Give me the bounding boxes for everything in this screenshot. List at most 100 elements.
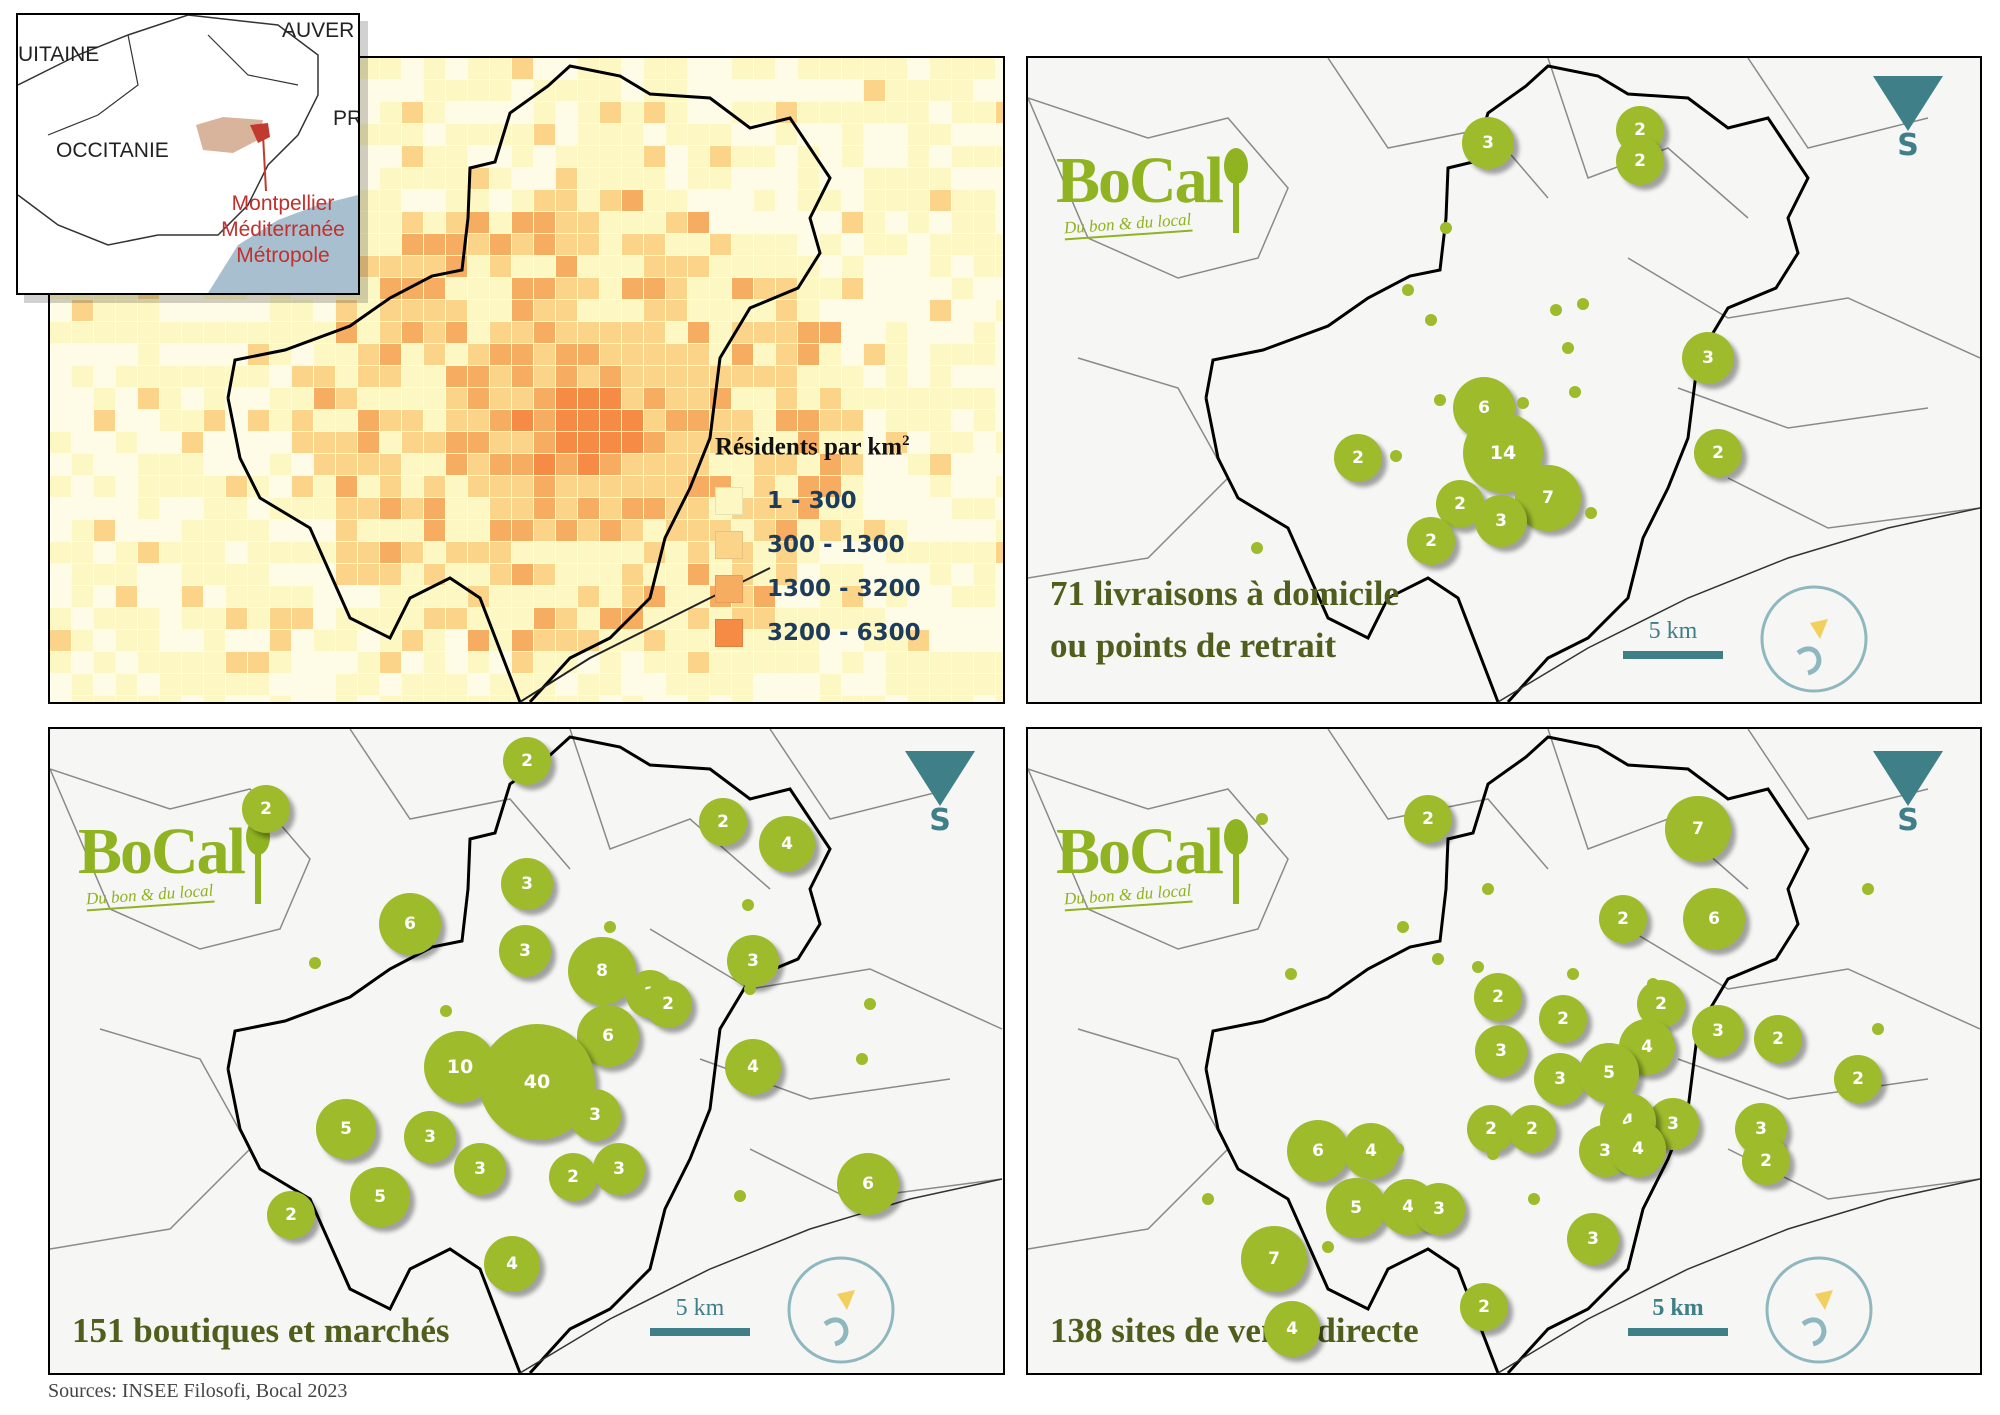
density-cell <box>336 388 357 409</box>
density-cell <box>864 190 885 211</box>
density-cell <box>930 388 951 409</box>
density-cell <box>974 58 995 79</box>
density-cell <box>314 454 335 475</box>
density-cell <box>94 696 115 702</box>
density-cell <box>490 410 511 431</box>
count-bubble: 3 <box>453 1142 507 1196</box>
density-cell <box>160 542 181 563</box>
density-cell <box>556 388 577 409</box>
density-cell <box>578 322 599 343</box>
north-letter: S <box>1897 128 1919 163</box>
density-cell <box>644 410 665 431</box>
density-cell <box>336 564 357 585</box>
density-cell <box>424 454 445 475</box>
legend-item: 3200 - 6300 <box>715 611 1003 655</box>
density-cell <box>864 608 885 629</box>
density-cell <box>490 454 511 475</box>
density-cell <box>204 630 225 651</box>
site-dot <box>1567 968 1579 980</box>
density-cell <box>754 366 775 387</box>
density-cell <box>534 124 555 145</box>
count-bubble: 5 <box>316 1099 376 1159</box>
inset-region-label: OCCITANIE <box>56 139 169 162</box>
density-cell <box>138 388 159 409</box>
density-cell <box>754 520 775 541</box>
density-cell <box>556 410 577 431</box>
count-bubble: 3 <box>1461 116 1515 170</box>
density-cell <box>556 190 577 211</box>
density-cell <box>688 432 709 453</box>
density-cell <box>886 542 907 563</box>
density-cell <box>468 366 489 387</box>
density-cell <box>754 432 775 453</box>
density-cell <box>336 454 357 475</box>
density-cell <box>688 168 709 189</box>
density-cell <box>996 146 1003 167</box>
count-bubble: 4 <box>1343 1123 1399 1179</box>
density-cell <box>512 520 533 541</box>
density-cell <box>380 366 401 387</box>
density-cell <box>600 212 621 233</box>
density-cell <box>512 586 533 607</box>
density-cell <box>886 432 907 453</box>
density-cell <box>908 652 929 673</box>
density-cell <box>490 674 511 695</box>
density-cell <box>138 696 159 702</box>
count-bubble: 3 <box>1474 494 1528 548</box>
density-cell <box>666 454 687 475</box>
density-cell <box>798 168 819 189</box>
legend-item: 1300 - 3200 <box>715 567 1003 611</box>
density-cell <box>688 608 709 629</box>
count-bubble: 6 <box>1286 1119 1350 1183</box>
density-cell <box>688 696 709 702</box>
scale-bar-line <box>650 1328 750 1336</box>
count-bubble: 3 <box>1533 1052 1587 1106</box>
density-cell <box>534 256 555 277</box>
livraisons-map-panel: BoCal Du bon & du local S 71 livraisons … <box>1026 56 1982 704</box>
density-cell <box>688 630 709 651</box>
density-cell <box>50 322 71 343</box>
density-cell <box>842 586 863 607</box>
density-cell <box>512 234 533 255</box>
density-cell <box>842 520 863 541</box>
density-cell <box>688 542 709 563</box>
density-cell <box>908 410 929 431</box>
title-line: 151 boutiques et marchés <box>72 1311 450 1350</box>
density-cell <box>380 564 401 585</box>
density-cell <box>710 652 731 673</box>
density-cell <box>314 432 335 453</box>
density-cell <box>666 630 687 651</box>
density-cell <box>952 674 973 695</box>
density-cell <box>732 652 753 673</box>
density-cell <box>996 432 1003 453</box>
density-cell <box>512 652 533 673</box>
density-cell <box>468 564 489 585</box>
legend-item: 1 - 300 <box>715 479 1003 523</box>
density-cell <box>446 168 467 189</box>
density-cell <box>402 608 423 629</box>
density-cell <box>864 80 885 101</box>
count-bubble: 2 <box>1616 137 1664 185</box>
density-cell <box>930 542 951 563</box>
density-cell <box>490 498 511 519</box>
density-cell <box>534 344 555 365</box>
density-cell <box>94 608 115 629</box>
density-cell <box>94 476 115 497</box>
density-cell <box>468 344 489 365</box>
density-cell <box>446 498 467 519</box>
density-cell <box>908 454 929 475</box>
density-cell <box>666 80 687 101</box>
density-cell <box>336 366 357 387</box>
density-cell <box>402 322 423 343</box>
density-cell <box>798 608 819 629</box>
scale-bar: 5 km <box>650 1295 750 1336</box>
density-cell <box>534 476 555 497</box>
title-line: 71 livraisons à domicile <box>1050 574 1400 613</box>
density-cell <box>622 146 643 167</box>
density-cell <box>556 212 577 233</box>
density-cell <box>424 696 445 702</box>
count-bubble: 3 <box>568 1088 622 1142</box>
density-cell <box>270 344 291 365</box>
density-cell <box>886 586 907 607</box>
count-bubble: 3 <box>1691 1004 1745 1058</box>
